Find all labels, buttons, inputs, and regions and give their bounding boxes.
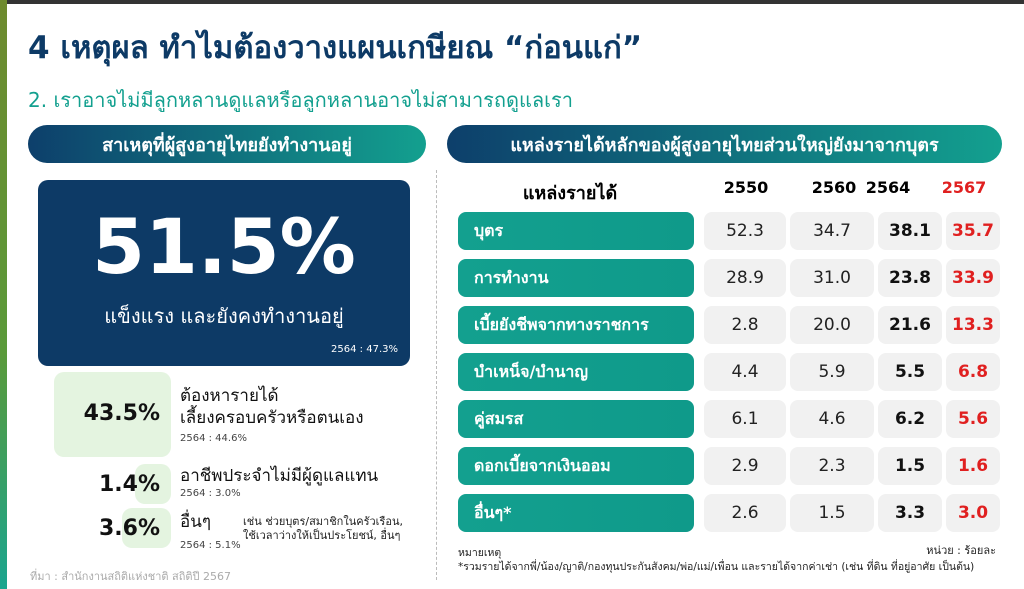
main-stat-caption: แข็งแรง และยังคงทำงานอยู่ xyxy=(104,304,344,328)
table-cell: 5.5 xyxy=(878,353,942,391)
stat-prev: 2564 : 5.1% xyxy=(180,540,241,551)
table-cell: 13.3 xyxy=(946,306,1000,344)
stat-label: ต้องหารายได้ xyxy=(180,386,279,406)
table-cell: 2.9 xyxy=(704,447,786,485)
table-cell: 2.3 xyxy=(790,447,874,485)
column-header: 2550 xyxy=(723,178,769,197)
top-border xyxy=(0,0,1024,4)
table-cell: 4.4 xyxy=(704,353,786,391)
row-label: บุตร xyxy=(458,212,694,250)
stat-value: 1.4% xyxy=(98,472,160,497)
stat-prev: 2564 : 3.0% xyxy=(180,488,241,499)
table-cell: 6.8 xyxy=(946,353,1000,391)
page-title: 4 เหตุผล ทำไมต้องวางแผนเกษียณ “ก่อนแก่” xyxy=(28,30,643,66)
divider xyxy=(436,170,437,580)
table-cell: 28.9 xyxy=(704,259,786,297)
table-cell: 1.6 xyxy=(946,447,1000,485)
accent-bar xyxy=(0,0,7,589)
table-cell: 33.9 xyxy=(946,259,1000,297)
stat-highlight xyxy=(54,372,171,457)
table-cell: 6.1 xyxy=(704,400,786,438)
main-stat-value: 51.5% xyxy=(92,202,356,291)
table-cell: 3.0 xyxy=(946,494,1000,532)
row-label: บำเหน็จ/บำนาญ xyxy=(458,353,694,391)
row-label: ดอกเบี้ยจากเงินออม xyxy=(458,447,694,485)
footnote: *รวมรายได้จากพี่/น้อง/ญาติ/กองทุนประกันส… xyxy=(458,561,975,573)
table-cell: 34.7 xyxy=(790,212,874,250)
note-title: หมายเหตุ xyxy=(458,547,502,559)
table-cell: 1.5 xyxy=(790,494,874,532)
stat-label: อาชีพประจำไม่มีผู้ดูแลแทน xyxy=(180,466,379,486)
stat-label: อื่นๆ xyxy=(180,512,211,532)
table-cell: 5.9 xyxy=(790,353,874,391)
stat-label: เลี้ยงครอบครัวหรือตนเอง xyxy=(180,408,364,428)
stat-note: ใช้เวลาว่างให้เป็นประโยชน์, อื่นๆ xyxy=(243,529,401,542)
table-cell: 31.0 xyxy=(790,259,874,297)
stat-note: เช่น ช่วยบุตร/สมาชิกในครัวเรือน, xyxy=(243,515,403,528)
unit-label: หน่วย : ร้อยละ xyxy=(926,544,996,557)
table-cell: 5.6 xyxy=(946,400,1000,438)
source-note: ที่มา : สำนักงานสถิติแห่งชาติ สถิติปี 25… xyxy=(30,570,232,583)
table-cell: 3.3 xyxy=(878,494,942,532)
table-cell: 38.1 xyxy=(878,212,942,250)
page-subtitle: 2. เราอาจไม่มีลูกหลานดูแลหรือลูกหลานอาจไ… xyxy=(28,88,573,112)
main-stat-card: 51.5% แข็งแรง และยังคงทำงานอยู่ 2564 : 4… xyxy=(38,180,410,366)
stat-value: 3.6% xyxy=(98,516,160,541)
main-stat-prev: 2564 : 47.3% xyxy=(331,344,398,355)
stat-value: 43.5% xyxy=(83,401,160,426)
row-label: คู่สมรส xyxy=(458,400,694,438)
right-section-header: แหล่งรายได้หลักของผู้สูงอายุไทยส่วนใหญ่ย… xyxy=(447,125,1002,163)
table-cell: 4.6 xyxy=(790,400,874,438)
table-cell: 21.6 xyxy=(878,306,942,344)
table-cell: 52.3 xyxy=(704,212,786,250)
column-header: แหล่งรายได้ xyxy=(522,183,618,204)
table-cell: 35.7 xyxy=(946,212,1000,250)
table-cell: 23.8 xyxy=(878,259,942,297)
column-header: 2564 xyxy=(865,178,911,197)
table-cell: 1.5 xyxy=(878,447,942,485)
table-cell: 2.6 xyxy=(704,494,786,532)
row-label: การทำงาน xyxy=(458,259,694,297)
stat-highlight xyxy=(122,508,171,548)
table-cell: 2.8 xyxy=(704,306,786,344)
stat-highlight xyxy=(135,464,171,504)
left-section-header: สาเหตุที่ผู้สูงอายุไทยยังทำงานอยู่ xyxy=(28,125,426,163)
stat-prev: 2564 : 44.6% xyxy=(180,433,247,444)
row-label: เบี้ยยังชีพจากทางราชการ xyxy=(458,306,694,344)
column-header: 2560 xyxy=(811,178,857,197)
table-cell: 20.0 xyxy=(790,306,874,344)
row-label: อื่นๆ* xyxy=(458,494,694,532)
column-header: 2567 xyxy=(941,178,987,197)
table-cell: 6.2 xyxy=(878,400,942,438)
